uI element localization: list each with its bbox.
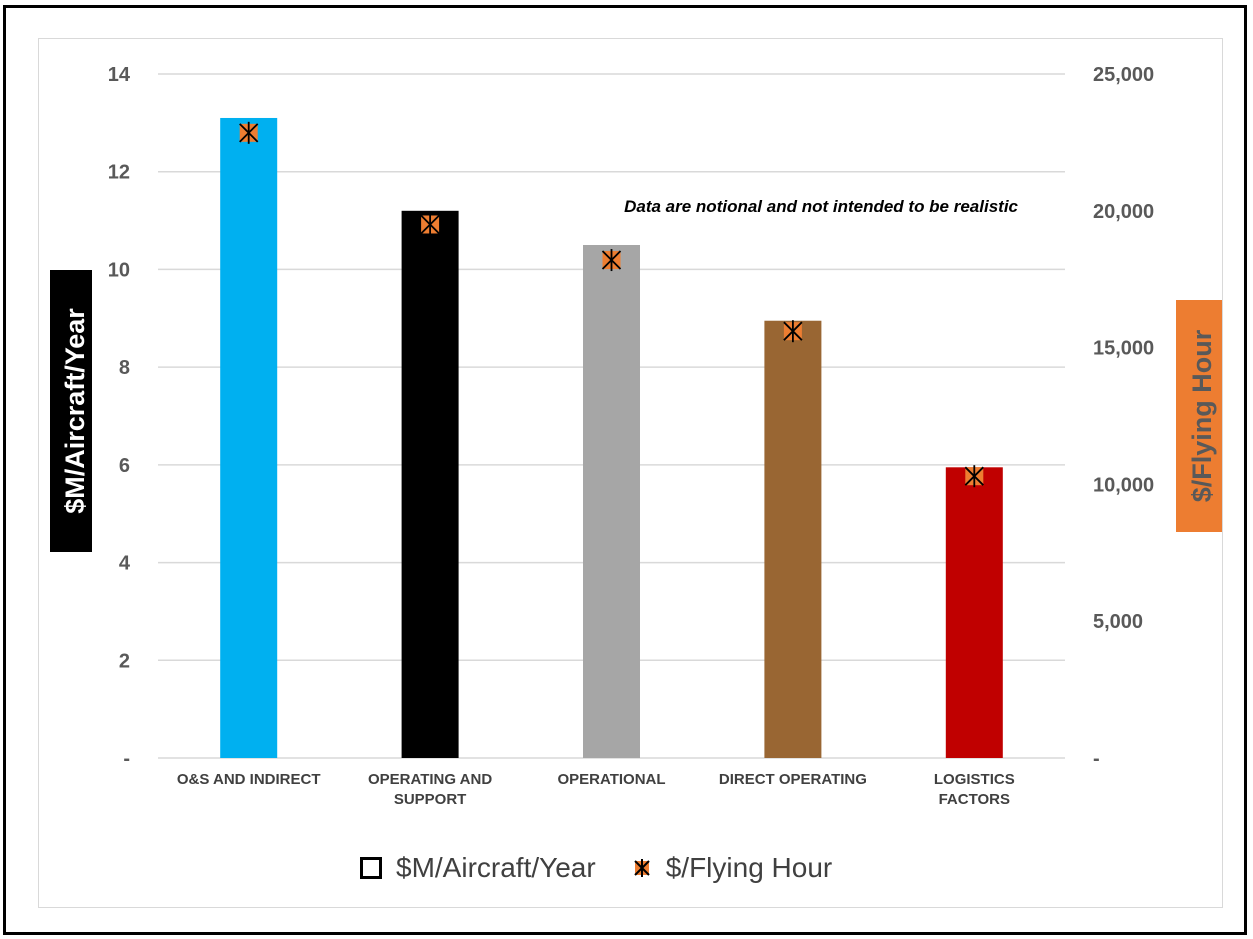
marker [601,249,622,272]
left-axis-ticks: - 2 4 6 8 10 12 14 [108,64,131,770]
bar [945,467,1003,758]
x-tick-label: LOGISTICS [934,771,1015,788]
y2-tick-label: 20,000 [1093,201,1154,223]
bar-series [220,117,1003,759]
y-tick-label: 14 [108,64,131,86]
bar [764,320,822,758]
bar [583,245,640,758]
x-tick-label: OPERATIONAL [557,771,665,788]
marker [239,121,259,144]
x-tick-label: O&S AND INDIRECT [177,771,321,788]
legend-swatch-marker [634,859,650,877]
y-axis-label: $M/Aircraft/Year [60,308,90,514]
y2-axis-title: $/Flying Hour [1176,300,1222,532]
y2-tick-label: 25,000 [1093,64,1154,86]
y-tick-label: 8 [119,357,130,379]
marker [964,465,984,488]
bar [401,210,459,759]
x-tick-label: FACTORS [939,791,1010,808]
y2-axis-label: $/Flying Hour [1187,329,1217,502]
y-tick-label: 2 [119,650,130,672]
marker-series [239,121,984,488]
marker [783,320,803,343]
chart-area [38,38,1223,908]
y2-tick-label: - [1093,748,1100,770]
x-tick-label: SUPPORT [394,791,467,808]
legend-item-bars: $M/Aircraft/Year [360,852,596,884]
category-labels: O&S AND INDIRECT OPERATING AND SUPPORT OPER… [177,771,1015,808]
y-tick-label: 10 [108,259,130,281]
y-tick-label: 6 [119,455,130,477]
y2-tick-label: 10,000 [1093,474,1154,496]
legend-label-marker: $/Flying Hour [665,852,833,883]
legend-swatch-bar [360,857,382,879]
y-axis-title: $M/Aircraft/Year [50,270,92,552]
legend: $M/Aircraft/Year $/Flying Hour [360,852,854,884]
y-tick-label: - [123,748,130,770]
marker [420,213,440,236]
chart-annotation: Data are notional and not intended to be… [624,197,1018,216]
bar [220,117,278,758]
y2-tick-label: 15,000 [1093,338,1154,360]
y-tick-label: 12 [108,162,130,184]
x-tick-label: DIRECT OPERATING [719,771,867,788]
x-tick-label: OPERATING AND [368,771,492,788]
right-axis-ticks: - 5,000 10,000 15,000 20,000 25,000 [1093,64,1154,770]
y2-tick-label: 5,000 [1093,611,1143,633]
legend-label-bar: $M/Aircraft/Year [396,852,596,883]
y-tick-label: 4 [119,553,131,575]
legend-item-markers: $/Flying Hour [632,852,833,884]
